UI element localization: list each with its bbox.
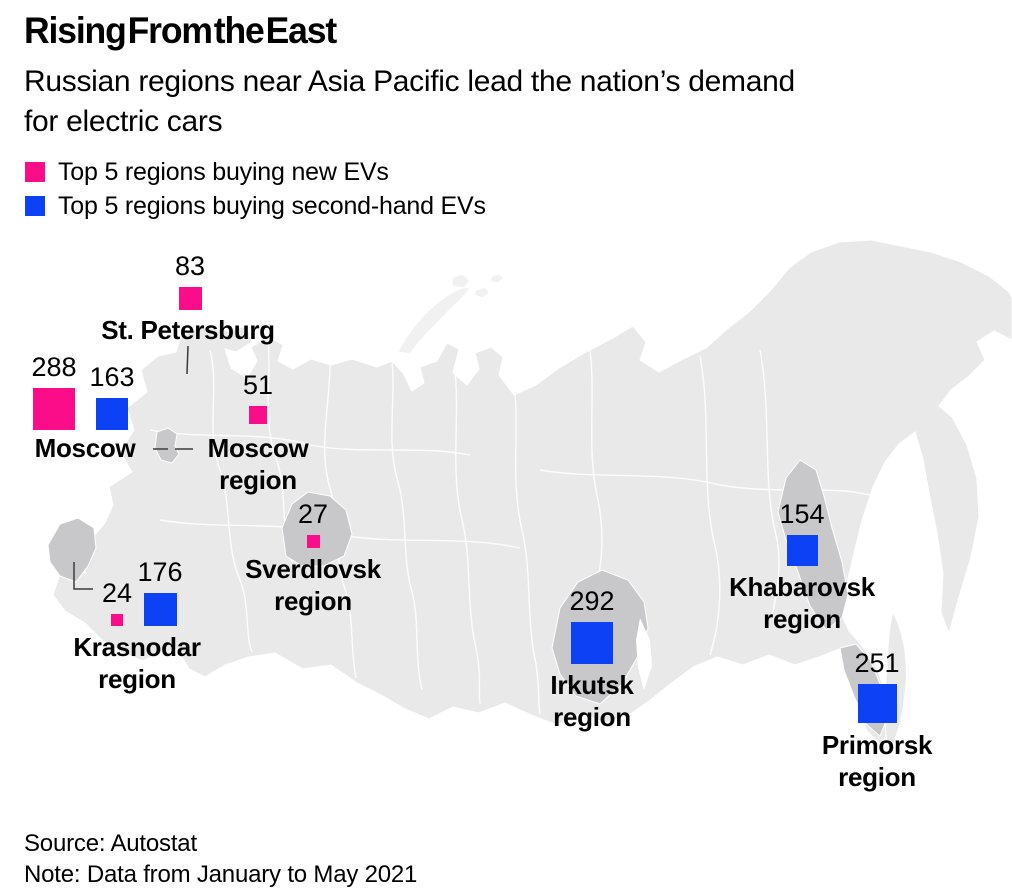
russia-mainland [52, 239, 1012, 746]
symbol-moscow-new [33, 388, 75, 430]
value-label-khabarovsk-region-second-hand: 154 [779, 499, 825, 529]
region-label-khabarovsk-region-line-2: region [763, 604, 841, 634]
novaya-zemlya-island [397, 287, 471, 355]
legend-item-second-hand-evs: Top 5 regions buying second-hand EVs [25, 191, 486, 221]
value-label-st-petersburg-new: 83 [174, 251, 206, 281]
symbol-sverdlovsk-region-new [306, 535, 320, 548]
chart-title: Rising From the East [24, 10, 337, 51]
region-label-moscow-region-line-1: Moscow [207, 433, 309, 463]
subtitle-line-1: Russian regions near Asia Pacific lead t… [24, 65, 795, 98]
region-sverdlovsk-highlight [281, 491, 353, 567]
region-label-krasnodar-region: Krasnodar region [7, 631, 267, 695]
header: Rising From the East Russian regions nea… [24, 10, 1004, 142]
region-label-irkutsk-region: Irkutsk region [462, 669, 722, 733]
value-label-sverdlovsk-region-new: 27 [297, 499, 329, 529]
value-label-moscow-new: 288 [31, 352, 77, 382]
region-label-khabarovsk-region-line-1: Khabarovsk [729, 572, 875, 602]
leader-krasnodar [73, 562, 93, 590]
symbol-moscow-region-new [249, 406, 267, 424]
value-label-krasnodar-region-second-hand: 176 [137, 557, 183, 587]
region-label-moscow: Moscow [0, 432, 215, 464]
region-label-moscow-line-1: Moscow [34, 433, 136, 463]
data-note: Note: Data from January to May 2021 [24, 861, 418, 888]
value-label-primorsk-region-second-hand: 251 [854, 648, 900, 678]
symbol-khabarovsk-region-second-hand [786, 535, 818, 566]
region-label-st-petersburg: St. Petersburg [58, 314, 318, 346]
region-label-sverdlovsk-region-line-2: region [274, 586, 352, 616]
value-label-moscow-second-hand: 163 [89, 362, 135, 392]
symbol-st-petersburg-new [178, 287, 202, 310]
value-label-moscow-region-new: 51 [242, 370, 274, 400]
region-label-sverdlovsk-region: Sverdlovsk region [183, 553, 443, 617]
leader-st-petersburg [186, 345, 189, 375]
legend: Top 5 regions buying new EVs Top 5 regio… [25, 157, 486, 225]
source-note: Source: Autostat [24, 830, 197, 857]
region-label-irkutsk-region-line-2: region [553, 702, 631, 732]
region-label-krasnodar-region-line-2: region [98, 664, 176, 694]
symbol-moscow-second-hand [96, 398, 128, 430]
region-label-primorsk-region-line-2: region [838, 762, 916, 792]
legend-label-second-hand-evs: Top 5 regions buying second-hand EVs [58, 191, 486, 220]
symbol-krasnodar-region-second-hand [143, 593, 177, 626]
second-hand-evs-swatch-icon [25, 196, 45, 216]
region-label-moscow-region-line-2: region [219, 465, 297, 495]
chart-subtitle: Russian regions near Asia Pacific lead t… [24, 62, 1004, 142]
region-label-irkutsk-region-line-1: Irkutsk [550, 670, 634, 700]
symbol-irkutsk-region-second-hand [571, 622, 613, 664]
region-label-khabarovsk-region: Khabarovsk region [672, 571, 932, 635]
region-label-primorsk-region: Primorsk region [747, 729, 1007, 793]
region-label-st-petersburg-line-1: St. Petersburg [101, 315, 275, 345]
region-label-primorsk-region-line-1: Primorsk [821, 730, 933, 760]
arctic-islands [451, 273, 505, 299]
value-label-irkutsk-region-second-hand: 292 [569, 586, 615, 616]
symbol-krasnodar-region-new [111, 614, 123, 626]
legend-label-new-evs: Top 5 regions buying new EVs [58, 157, 389, 186]
legend-item-new-evs: Top 5 regions buying new EVs [25, 157, 486, 187]
new-evs-swatch-icon [25, 162, 45, 182]
region-label-moscow-region: Moscow region [128, 432, 388, 496]
symbol-primorsk-region-second-hand [857, 684, 897, 723]
value-label-krasnodar-region-new: 24 [101, 578, 133, 608]
region-moscow-region-highlight [154, 427, 180, 464]
subtitle-line-2: for electric cars [24, 105, 223, 138]
lake-baikal [636, 618, 652, 690]
region-label-sverdlovsk-region-line-1: Sverdlovsk [245, 554, 381, 584]
region-label-krasnodar-region-line-1: Krasnodar [73, 632, 201, 662]
region-krasnodar-highlight [47, 517, 97, 583]
footer: Source: Autostat Note: Data from January… [24, 828, 417, 890]
